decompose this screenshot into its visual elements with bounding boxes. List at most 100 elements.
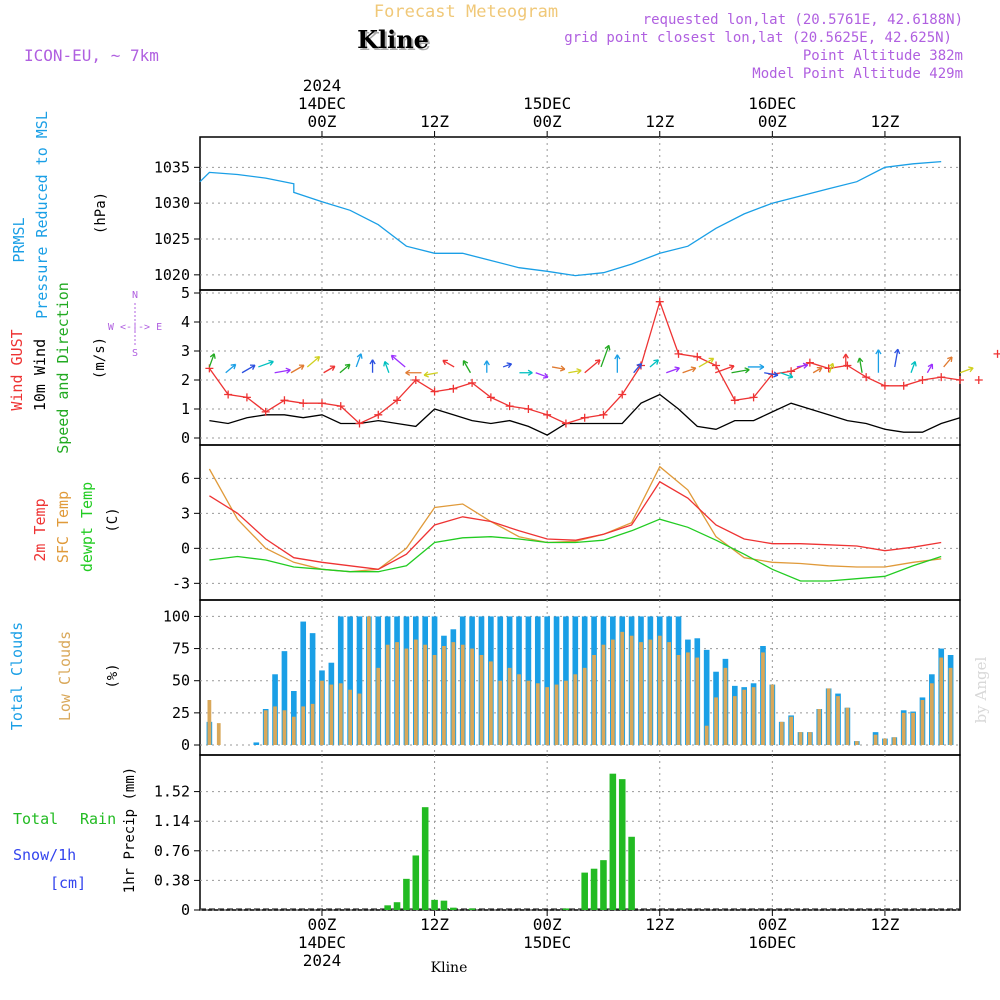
- wind-direction-arrow: [666, 367, 680, 374]
- clouds-ytick-label: 75: [172, 640, 190, 658]
- pressure-labels: PRMSL Pressure Reduced to MSL (hPa): [10, 111, 109, 319]
- gust-marker: [355, 419, 364, 428]
- wind-direction-arrow: [812, 367, 823, 374]
- wind-direction-arrowhead: [483, 360, 490, 366]
- wind-direction-arrow: [225, 363, 237, 374]
- low-cloud-bar: [273, 706, 277, 745]
- rain-bar: [403, 878, 410, 910]
- wind-ytick-label: 3: [181, 342, 190, 360]
- rain-bar: [440, 900, 448, 910]
- wind-direction-arrowhead: [708, 357, 715, 364]
- wind-direction-arrowhead: [329, 365, 336, 371]
- low-cloud-bar: [385, 644, 390, 745]
- gust-marker: [712, 361, 721, 370]
- low-cloud-bar: [413, 639, 418, 745]
- low-cloud-bar: [535, 683, 540, 745]
- wind-direction-arrow: [584, 359, 601, 374]
- wind-direction-arrow: [535, 372, 549, 378]
- low-cloud-bar: [564, 680, 568, 745]
- gust-marker: [693, 352, 702, 361]
- wind-direction-arrow: [208, 353, 215, 368]
- wind-direction-arrowhead: [423, 371, 429, 378]
- wind-direction-arrowhead: [614, 354, 621, 360]
- wind-direction-arrow: [633, 363, 642, 374]
- wind-direction-arrowhead: [344, 363, 351, 370]
- wind-direction-arrow: [241, 364, 256, 374]
- wind-direction-arrowhead: [268, 359, 274, 366]
- wind-direction-arrowhead: [542, 372, 549, 379]
- rain-bar: [431, 899, 438, 910]
- wind-direction-arrow: [780, 372, 793, 378]
- low-cloud-bar: [488, 661, 493, 745]
- dewpt-temp-label: dewpt Temp: [78, 482, 96, 572]
- total-cloud-bar: [347, 616, 353, 745]
- total-cloud-bar: [281, 651, 288, 745]
- low-cloud-bar: [695, 657, 700, 745]
- wind-direction-arrow: [926, 363, 933, 374]
- temperature-ytick-label: 3: [181, 504, 190, 522]
- wind-direction-arrow: [698, 357, 714, 368]
- wind-gust-label: Wind GUST: [8, 329, 26, 410]
- wind-direction-arrowhead: [356, 353, 363, 359]
- wind-direction-arrowhead: [249, 364, 256, 370]
- dewpt-temp-line: [209, 518, 942, 582]
- low-cloud-bar: [526, 680, 531, 745]
- low-cloud-bar: [948, 667, 953, 745]
- wind-direction-arrow: [290, 364, 305, 374]
- gust-marker: [618, 390, 627, 399]
- wind-direction-arrow: [568, 369, 582, 374]
- low-cloud-bar: [479, 655, 484, 745]
- low-cloud-bar: [854, 741, 859, 745]
- gust-marker: [524, 405, 533, 413]
- rain-bar: [384, 905, 391, 910]
- gust-marker: [599, 410, 608, 419]
- gust-marker: [956, 376, 964, 384]
- low-cloud-bar: [432, 655, 437, 745]
- low-cloud-bar: [883, 738, 887, 745]
- temperature-ytick-label: 0: [181, 539, 190, 557]
- low-cloud-bar: [517, 674, 521, 745]
- low-cloud-bar: [320, 680, 324, 745]
- wind-direction-arrowhead: [230, 363, 237, 370]
- gust-marker: [430, 387, 439, 396]
- gust-marker: [449, 384, 458, 393]
- wind-labels: Wind GUST 10m Wind Speed and Direction (…: [8, 282, 162, 454]
- wind-direction-arrowhead: [314, 356, 321, 362]
- total-cloud-bar: [253, 742, 260, 745]
- rain-bar: [600, 860, 607, 910]
- total-cloud-bar: [356, 616, 363, 745]
- wind-ytick-label: 5: [181, 284, 190, 302]
- wind-10m-line: [209, 393, 961, 436]
- low-cloud-bar: [367, 616, 371, 745]
- temperature-ytick-label: -3: [172, 574, 190, 592]
- rain-bar: [590, 868, 598, 910]
- point-altitude: Point Altitude 382m: [803, 48, 963, 64]
- gust-marker: [655, 297, 664, 306]
- top-time-label: 12Z: [870, 112, 899, 131]
- gust-marker: [336, 402, 345, 411]
- bottom-time-label: 12Z: [645, 915, 674, 934]
- rain-bar: [393, 902, 401, 910]
- gust-marker: [261, 407, 270, 416]
- wind-direction-arrowhead: [527, 369, 533, 376]
- low-cloud-bar: [826, 688, 831, 745]
- temperature-ytick-label: 6: [181, 469, 190, 487]
- low-cloud-bar: [620, 631, 625, 745]
- temperature-frame: [199, 444, 961, 601]
- low-cloud-bar: [310, 703, 315, 745]
- gust-marker: [224, 390, 233, 399]
- low-cloud-bar: [423, 644, 428, 745]
- bottom-time-label: 2024: [303, 951, 342, 970]
- wind-direction-arrow: [715, 365, 735, 374]
- wind-direction-arrow: [959, 367, 974, 374]
- top-time-label: 12Z: [420, 112, 449, 131]
- low-cloud-bar: [686, 652, 690, 745]
- total-cloud-bar: [309, 633, 316, 745]
- rain-bar: [618, 779, 626, 910]
- footer-station: Kline: [431, 960, 468, 976]
- low-cloud-bar: [545, 687, 550, 745]
- wind-direction-arrowhead: [894, 348, 901, 355]
- low-cloud-bar: [629, 635, 634, 745]
- wind-direction-arrowhead: [947, 356, 953, 363]
- wind-direction-arrowhead: [390, 354, 397, 361]
